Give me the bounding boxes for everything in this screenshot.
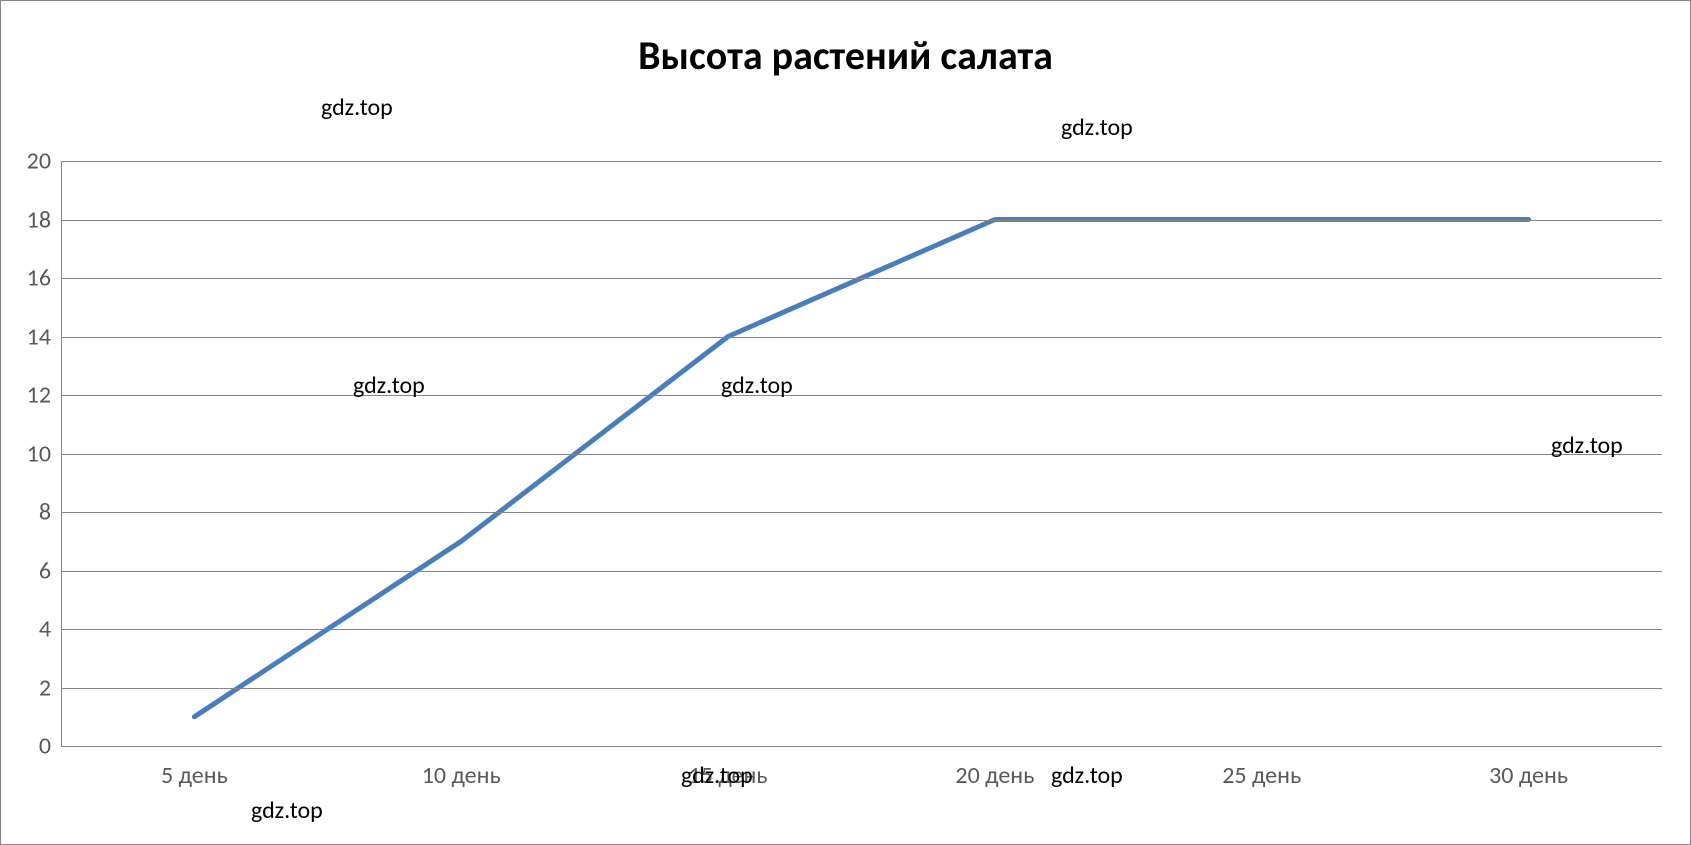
plot-area: 024681012141618205 день10 день15 день20 … (61, 161, 1662, 746)
y-tick-label: 10 (11, 439, 51, 468)
y-tick-label: 14 (11, 322, 51, 351)
x-tick-label: 30 день (1489, 761, 1568, 790)
grid-line (61, 337, 1662, 338)
y-tick-label: 18 (11, 205, 51, 234)
y-tick-label: 2 (11, 673, 51, 702)
grid-line (61, 454, 1662, 455)
watermark-text: gdz.top (721, 371, 793, 400)
y-tick-label: 20 (11, 147, 51, 176)
grid-line (61, 746, 1662, 747)
grid-line (61, 512, 1662, 513)
grid-line (61, 688, 1662, 689)
watermark-text: gdz.top (353, 371, 425, 400)
y-tick-label: 16 (11, 264, 51, 293)
grid-line (61, 629, 1662, 630)
grid-line (61, 395, 1662, 396)
y-tick-label: 4 (11, 615, 51, 644)
watermark-text: gdz.top (321, 93, 393, 122)
x-tick-label: 5 день (161, 761, 228, 790)
watermark-text: gdz.top (1061, 113, 1133, 142)
y-tick-label: 6 (11, 556, 51, 585)
series-line (194, 220, 1528, 717)
x-tick-label: 25 день (1222, 761, 1301, 790)
grid-line (61, 161, 1662, 162)
watermark-text: gdz.top (1551, 431, 1623, 460)
x-tick-label: 20 день (955, 761, 1034, 790)
grid-line (61, 278, 1662, 279)
y-tick-label: 0 (11, 732, 51, 761)
chart-title: Высота растений салата (1, 31, 1690, 80)
y-tick-label: 8 (11, 498, 51, 527)
grid-line (61, 220, 1662, 221)
chart-container: Высота растений салата 02468101214161820… (0, 0, 1691, 845)
grid-line (61, 571, 1662, 572)
x-tick-label: 10 день (422, 761, 501, 790)
watermark-text: gdz.top (251, 796, 323, 825)
watermark-text: gdz.top (681, 761, 753, 790)
watermark-text: gdz.top (1051, 761, 1123, 790)
y-tick-label: 12 (11, 381, 51, 410)
